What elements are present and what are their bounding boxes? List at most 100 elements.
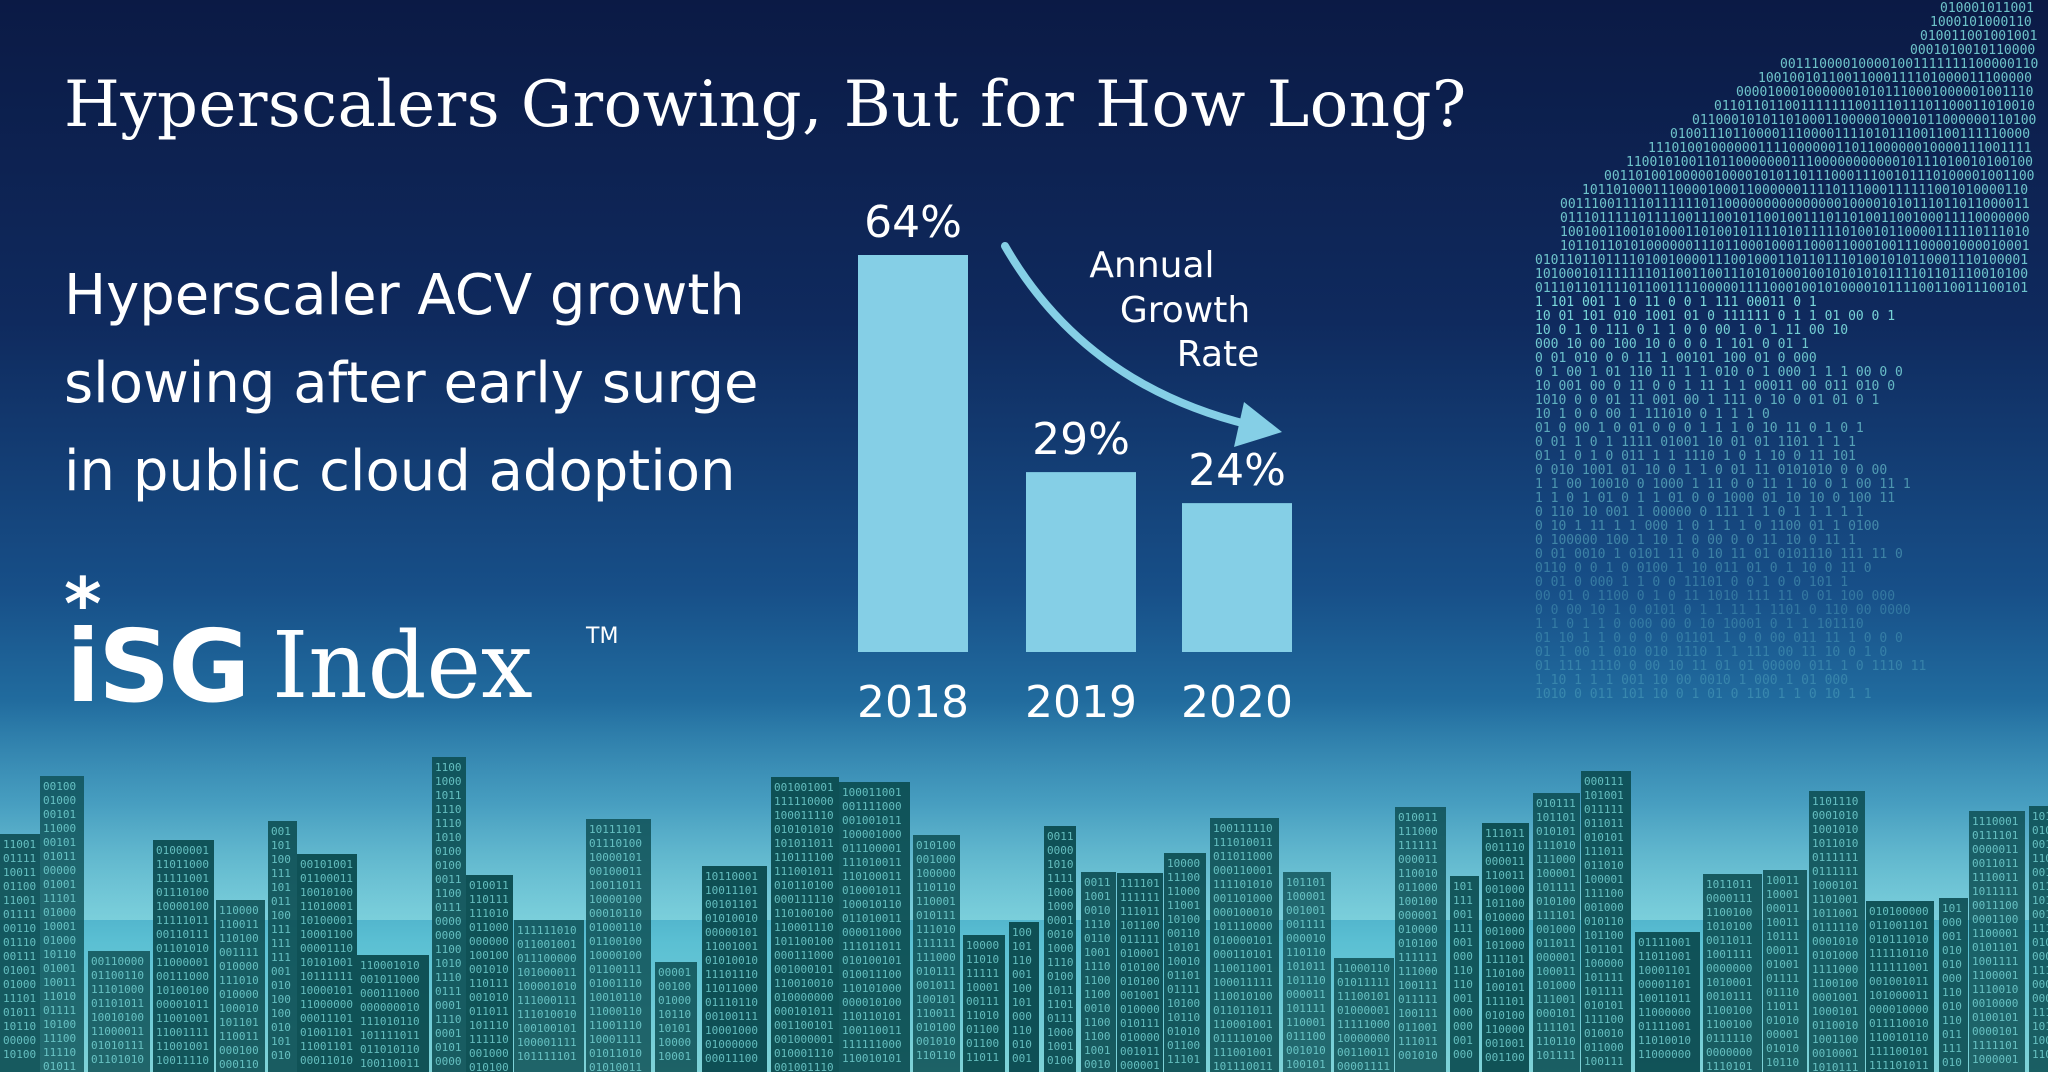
svg-text:00011010: 00011010 <box>300 1054 353 1067</box>
svg-text:10 1 0 0 00 1 1: 10 1 0 0 00 1 111010 0 1 1 1 0 <box>1535 407 1770 422</box>
svg-text:0100: 0100 <box>435 859 462 872</box>
svg-text:100001: 100001 <box>1286 890 1326 903</box>
svg-text:011100001: 011100001 <box>842 842 902 855</box>
svg-text:100011111: 100011111 <box>1213 976 1273 989</box>
svg-text:100011: 100011 <box>1536 965 1576 978</box>
svg-text:100111110: 100111110 <box>1213 822 1273 835</box>
value-label: 29% <box>1032 414 1130 465</box>
svg-text:01 111 1110 0 00 10 11: 01 111 1110 0 00 10 11 01 01 00000 011 1… <box>1535 659 1926 674</box>
svg-text:1100100: 1100100 <box>1706 906 1752 919</box>
svg-text:000011000: 000011000 <box>842 926 902 939</box>
svg-text:0111: 0111 <box>435 901 462 914</box>
svg-text:101101: 101101 <box>1536 811 1576 824</box>
svg-text:101111: 101111 <box>1584 971 1624 984</box>
svg-text:111001011: 111001011 <box>774 865 834 878</box>
svg-text:1110: 1110 <box>435 971 462 984</box>
svg-text:100: 100 <box>271 1007 291 1020</box>
svg-text:11011001: 11011001 <box>1638 950 1691 963</box>
svg-text:110: 110 <box>1453 964 1473 977</box>
svg-text:010011: 010011 <box>469 879 509 892</box>
svg-text:01100110: 01100110 <box>91 969 144 982</box>
svg-text:0111: 0111 <box>435 985 462 998</box>
svg-text:01001: 01001 <box>43 962 76 975</box>
svg-text:011011: 011011 <box>469 1005 509 1018</box>
svg-text:1110: 1110 <box>435 803 462 816</box>
svg-text:011: 011 <box>1942 1028 1962 1041</box>
svg-text:1011011: 1011011 <box>1706 878 1752 891</box>
svg-text:111111010: 111111010 <box>517 924 577 937</box>
svg-text:100111: 100111 <box>1398 1007 1438 1020</box>
svg-text:001001011: 001001011 <box>1869 975 1929 988</box>
svg-text:01101011: 01101011 <box>91 997 144 1010</box>
svg-text:1001: 1001 <box>1084 946 1111 959</box>
svg-text:000100: 000100 <box>219 1044 259 1057</box>
svg-text:001: 001 <box>271 965 291 978</box>
svg-text:000: 000 <box>1942 972 1962 985</box>
svg-text:001: 001 <box>1012 1052 1032 1065</box>
annotation-line: Annual <box>1089 245 1214 286</box>
svg-text:01000000: 01000000 <box>705 1038 758 1051</box>
svg-text:00010110: 00010110 <box>589 907 642 920</box>
svg-text:0 01 0 000 1 1 0: 0 01 0 000 1 1 0 0 11101 0 0 1 0 0 101 1 <box>1535 575 1848 590</box>
svg-text:011100: 011100 <box>1286 1030 1326 1043</box>
svg-text:1001: 1001 <box>1084 890 1111 903</box>
svg-text:111000: 111000 <box>1398 965 1438 978</box>
svg-text:10011011: 10011011 <box>589 879 642 892</box>
svg-text:10000100: 10000100 <box>589 893 642 906</box>
svg-text:101: 101 <box>271 881 291 894</box>
svg-text:101000101111111011001100111010: 1010001011111110110011001110101000100101… <box>1535 267 2028 282</box>
svg-text:1000: 1000 <box>1047 1026 1074 1039</box>
svg-text:1001100: 1001100 <box>1812 1033 1858 1046</box>
svg-text:011011: 011011 <box>1536 937 1576 950</box>
svg-text:10110: 10110 <box>43 948 76 961</box>
svg-text:00101: 00101 <box>43 836 76 849</box>
svg-text:001001: 001001 <box>1120 989 1160 1002</box>
svg-text:001000: 001000 <box>1485 883 1525 896</box>
svg-text:0001100: 0001100 <box>1972 913 2018 926</box>
svg-text:0010: 0010 <box>2032 908 2048 921</box>
svg-text:110111100: 110111100 <box>774 851 834 864</box>
svg-text:00110111: 00110111 <box>156 928 209 941</box>
svg-text:01000: 01000 <box>43 794 76 807</box>
svg-text:101000011: 101000011 <box>1869 989 1929 1002</box>
svg-text:011010011: 011010011 <box>842 912 902 925</box>
svg-text:1100: 1100 <box>1084 988 1111 1001</box>
svg-text:001010: 001010 <box>1286 1044 1326 1057</box>
svg-text:000110001: 000110001 <box>1213 864 1273 877</box>
svg-text:011: 011 <box>271 895 291 908</box>
svg-text:1 101 001 1 0 11 0 0: 1 101 001 1 0 11 0 0 1 111 00011 0 1 <box>1535 295 1817 310</box>
svg-text:010000: 010000 <box>1120 1031 1160 1044</box>
svg-text:11001111: 11001111 <box>156 1026 209 1039</box>
svg-text:111001: 111001 <box>1536 993 1576 1006</box>
svg-text:101011011: 101011011 <box>774 837 834 850</box>
svg-text:10010110: 10010110 <box>589 991 642 1004</box>
svg-text:11010: 11010 <box>43 990 76 1003</box>
svg-text:0000: 0000 <box>435 1055 462 1068</box>
svg-text:010100: 010100 <box>469 1061 509 1072</box>
svg-text:0100101: 0100101 <box>1972 1011 2018 1024</box>
svg-text:001: 001 <box>1012 968 1032 981</box>
svg-text:01111: 01111 <box>1766 972 1799 985</box>
svg-text:0000: 0000 <box>435 929 462 942</box>
svg-text:01111: 01111 <box>3 908 36 921</box>
svg-text:001: 001 <box>1453 1034 1473 1047</box>
svg-text:010101: 010101 <box>1584 831 1624 844</box>
svg-text:10100: 10100 <box>43 1018 76 1031</box>
bar-2020 <box>1182 503 1292 652</box>
svg-text:000010000: 000010000 <box>1869 1003 1929 1016</box>
svg-text:1110101: 1110101 <box>1706 1060 1752 1072</box>
svg-text:0000111: 0000111 <box>1706 892 1752 905</box>
svg-text:011011011: 011011011 <box>1213 1004 1273 1017</box>
svg-text:00011101: 00011101 <box>300 1012 353 1025</box>
svg-text:01010111: 01010111 <box>91 1039 144 1052</box>
svg-text:110011: 110011 <box>219 1030 259 1043</box>
svg-text:010110110111101001000011100100: 0101101101111010010000111001000110110111… <box>1535 253 2028 268</box>
svg-text:111110: 111110 <box>469 1033 509 1046</box>
svg-text:010110100: 010110100 <box>774 879 834 892</box>
svg-text:010111010: 010111010 <box>1869 933 1929 946</box>
svg-text:1110011: 1110011 <box>1972 871 2018 884</box>
svg-text:1000: 1000 <box>1047 900 1074 913</box>
category-label: 2020 <box>1181 677 1293 728</box>
svg-text:00011: 00011 <box>1766 944 1799 957</box>
